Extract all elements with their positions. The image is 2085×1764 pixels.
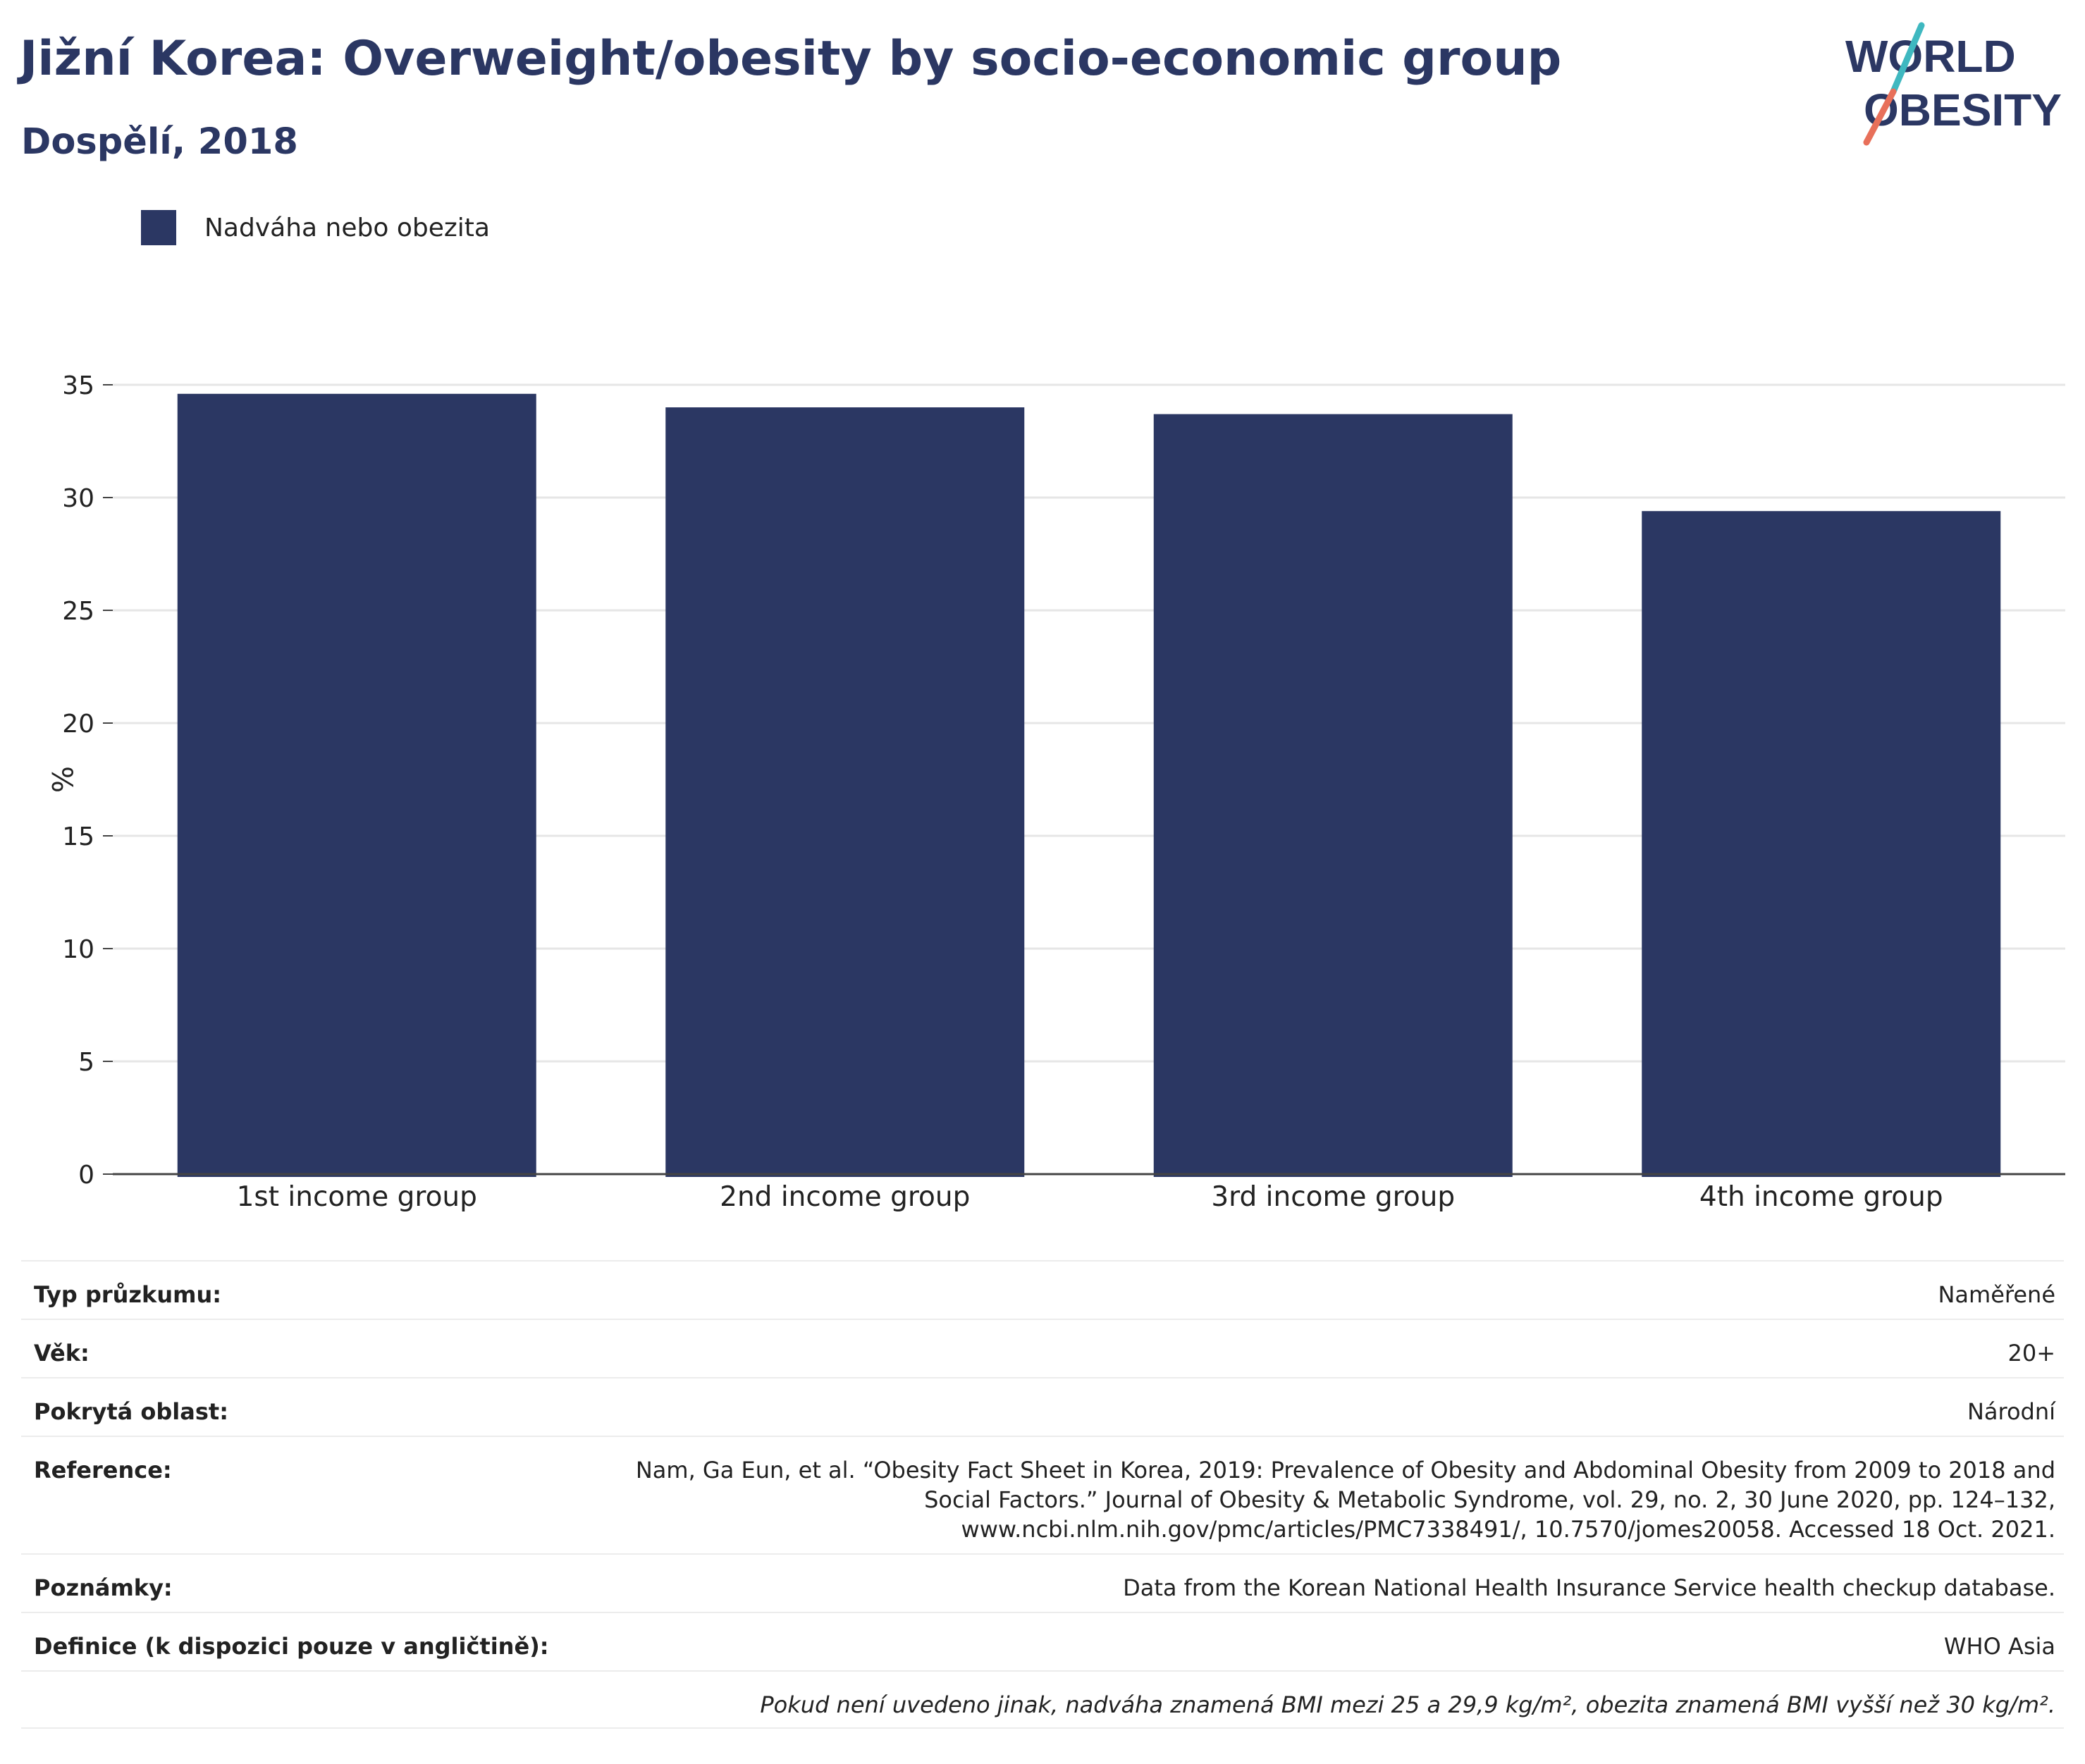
meta-row-reference: Reference: Nam, Ga Eun, et al. “Obesity … xyxy=(21,1436,2064,1553)
meta-row-survey-type: Typ průzkumu: Naměřené xyxy=(21,1260,2064,1319)
y-tick-label: 10 xyxy=(62,935,94,964)
legend: Nadváha nebo obezita xyxy=(141,209,490,247)
x-tick-label: 3rd income group xyxy=(1211,1181,1455,1213)
meta-value-coverage: Národní xyxy=(1967,1398,2055,1425)
bar xyxy=(665,407,1025,1177)
bar xyxy=(1642,511,2001,1177)
y-axis-title: % xyxy=(45,766,78,793)
logo-slash-teal xyxy=(1890,22,1925,95)
meta-value-notes: Data from the Korean National Health Ins… xyxy=(1123,1574,2055,1601)
y-tick-label: 15 xyxy=(62,822,94,851)
meta-row-definition: Definice (k dispozici pouze v angličtině… xyxy=(21,1612,2064,1670)
chart-title: Jižní Korea: Overweight/obesity by socio… xyxy=(20,31,1562,87)
bar xyxy=(1153,414,1513,1177)
y-tick-label: 0 xyxy=(78,1161,94,1190)
meta-row-footnote: Pokud není uvedeno jinak, nadváha znamen… xyxy=(21,1670,2064,1729)
meta-key-age: Věk: xyxy=(34,1340,90,1367)
chart-subtitle: Dospělí, 2018 xyxy=(21,121,298,163)
footnote: Pokud není uvedeno jinak, nadváha znamen… xyxy=(760,1691,2055,1718)
meta-key-coverage: Pokrytá oblast: xyxy=(34,1398,228,1425)
y-tick-label: 20 xyxy=(62,710,94,739)
meta-key-definition: Definice (k dispozici pouze v angličtině… xyxy=(34,1633,549,1660)
logo-text-world: WORLD xyxy=(1845,31,2016,82)
y-tick-label: 5 xyxy=(78,1048,94,1077)
meta-row-notes: Poznámky: Data from the Korean National … xyxy=(21,1553,2064,1612)
y-tick-label: 25 xyxy=(62,597,94,626)
metadata-table: Typ průzkumu: Naměřené Věk: 20+ Pokrytá … xyxy=(21,1260,2064,1729)
meta-key-reference: Reference: xyxy=(34,1457,172,1484)
x-tick-label: 2nd income group xyxy=(720,1181,970,1213)
world-obesity-logo: WORLD OBESITY xyxy=(1845,22,2062,146)
meta-key-survey-type: Typ průzkumu: xyxy=(34,1281,222,1308)
meta-row-age: Věk: 20+ xyxy=(21,1319,2064,1377)
meta-value-age: 20+ xyxy=(2007,1340,2055,1367)
meta-key-notes: Poznámky: xyxy=(34,1574,173,1601)
logo-text-obesity: OBESITY xyxy=(1864,85,2062,135)
meta-value-survey-type: Naměřené xyxy=(1938,1281,2055,1308)
meta-value-reference: Nam, Ga Eun, et al. “Obesity Fact Sheet … xyxy=(635,1457,2055,1543)
legend-label: Nadváha nebo obezita xyxy=(204,213,490,242)
logo-slash-coral xyxy=(1863,88,1897,146)
legend-swatch xyxy=(141,210,176,245)
x-tick-label: 1st income group xyxy=(237,1181,477,1213)
bar xyxy=(177,393,536,1177)
x-tick-label: 4th income group xyxy=(1699,1181,1943,1213)
bar-chart: 0 5 10 15 20 25 30 35% 1st income group 2nd incom… xyxy=(45,371,2065,1213)
meta-row-coverage: Pokrytá oblast: Národní xyxy=(21,1377,2064,1436)
y-tick-label: 30 xyxy=(62,484,94,513)
y-tick-label: 35 xyxy=(62,371,94,400)
meta-value-definition: WHO Asia xyxy=(1943,1633,2055,1660)
